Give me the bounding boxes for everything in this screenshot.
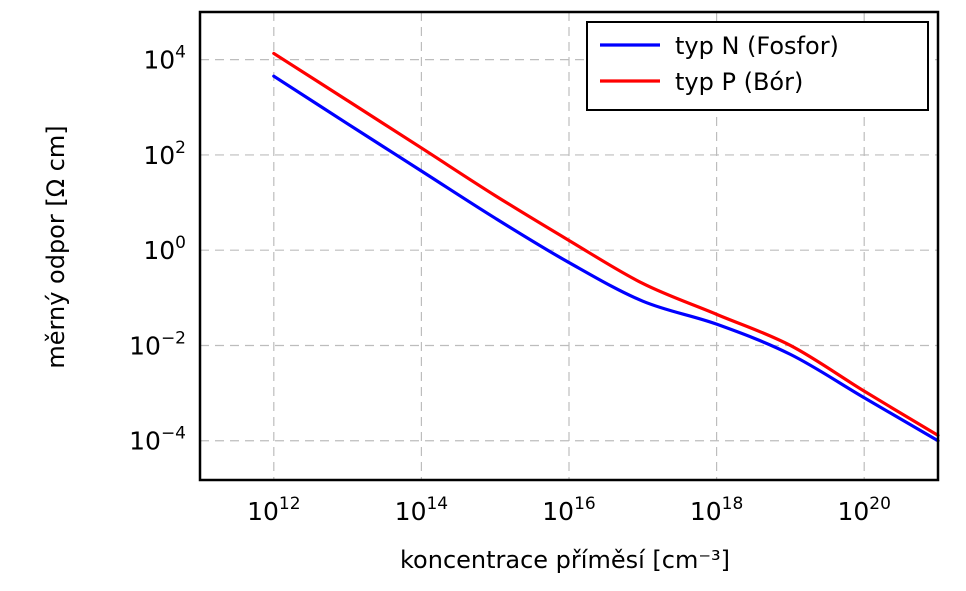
grid xyxy=(200,12,938,480)
y-tick-label: 102 xyxy=(143,138,186,170)
y-tick-base: 10 xyxy=(143,236,175,265)
y-tick-base: 10 xyxy=(143,141,175,170)
y-tick-label: 10−2 xyxy=(129,328,186,360)
legend: typ N (Fosfor) typ P (Bór) xyxy=(586,21,929,111)
y-tick-base: 10 xyxy=(129,427,161,456)
x-tick-exponent: 12 xyxy=(279,494,301,514)
x-tick-exponent: 20 xyxy=(869,494,891,514)
y-tick-label: 104 xyxy=(143,43,186,75)
y-tick-exponent: −4 xyxy=(161,424,186,444)
x-tick-base: 10 xyxy=(690,497,722,526)
y-tick-exponent: −2 xyxy=(161,328,186,348)
series-lines xyxy=(272,51,940,443)
x-tick-label: 1018 xyxy=(690,494,743,526)
x-tick-base: 10 xyxy=(542,497,574,526)
series-line-typ-n xyxy=(272,74,940,443)
y-tick-base: 10 xyxy=(143,46,175,75)
x-tick-exponent: 16 xyxy=(574,494,596,514)
y-tick-exponent: 2 xyxy=(175,138,186,158)
x-tick-labels: 1012 1014 1016 1018 1020 xyxy=(247,494,891,526)
y-tick-label: 10−4 xyxy=(129,424,186,456)
series-line-typ-p xyxy=(272,51,940,437)
y-tick-exponent: 0 xyxy=(175,233,186,253)
legend-box xyxy=(586,21,929,111)
y-tick-exponent: 4 xyxy=(175,43,186,63)
y-tick-label: 100 xyxy=(143,233,186,265)
x-tick-exponent: 14 xyxy=(426,494,448,514)
x-tick-base: 10 xyxy=(395,497,427,526)
y-axis-label: měrný odpor [Ω cm] xyxy=(42,125,70,368)
x-tick-exponent: 18 xyxy=(722,494,744,514)
x-axis-label: koncentrace příměsí [cm⁻³] xyxy=(400,546,730,574)
x-tick-label: 1016 xyxy=(542,494,595,526)
y-tick-base: 10 xyxy=(129,331,161,360)
x-tick-label: 1020 xyxy=(837,494,890,526)
x-tick-base: 10 xyxy=(247,497,279,526)
x-tick-label: 1014 xyxy=(395,494,448,526)
x-tick-label: 1012 xyxy=(247,494,300,526)
legend-label-typ-n: typ N (Fosfor) xyxy=(675,32,839,60)
x-tick-base: 10 xyxy=(837,497,869,526)
legend-label-typ-p: typ P (Bór) xyxy=(675,68,803,96)
plot-frame xyxy=(198,10,940,482)
